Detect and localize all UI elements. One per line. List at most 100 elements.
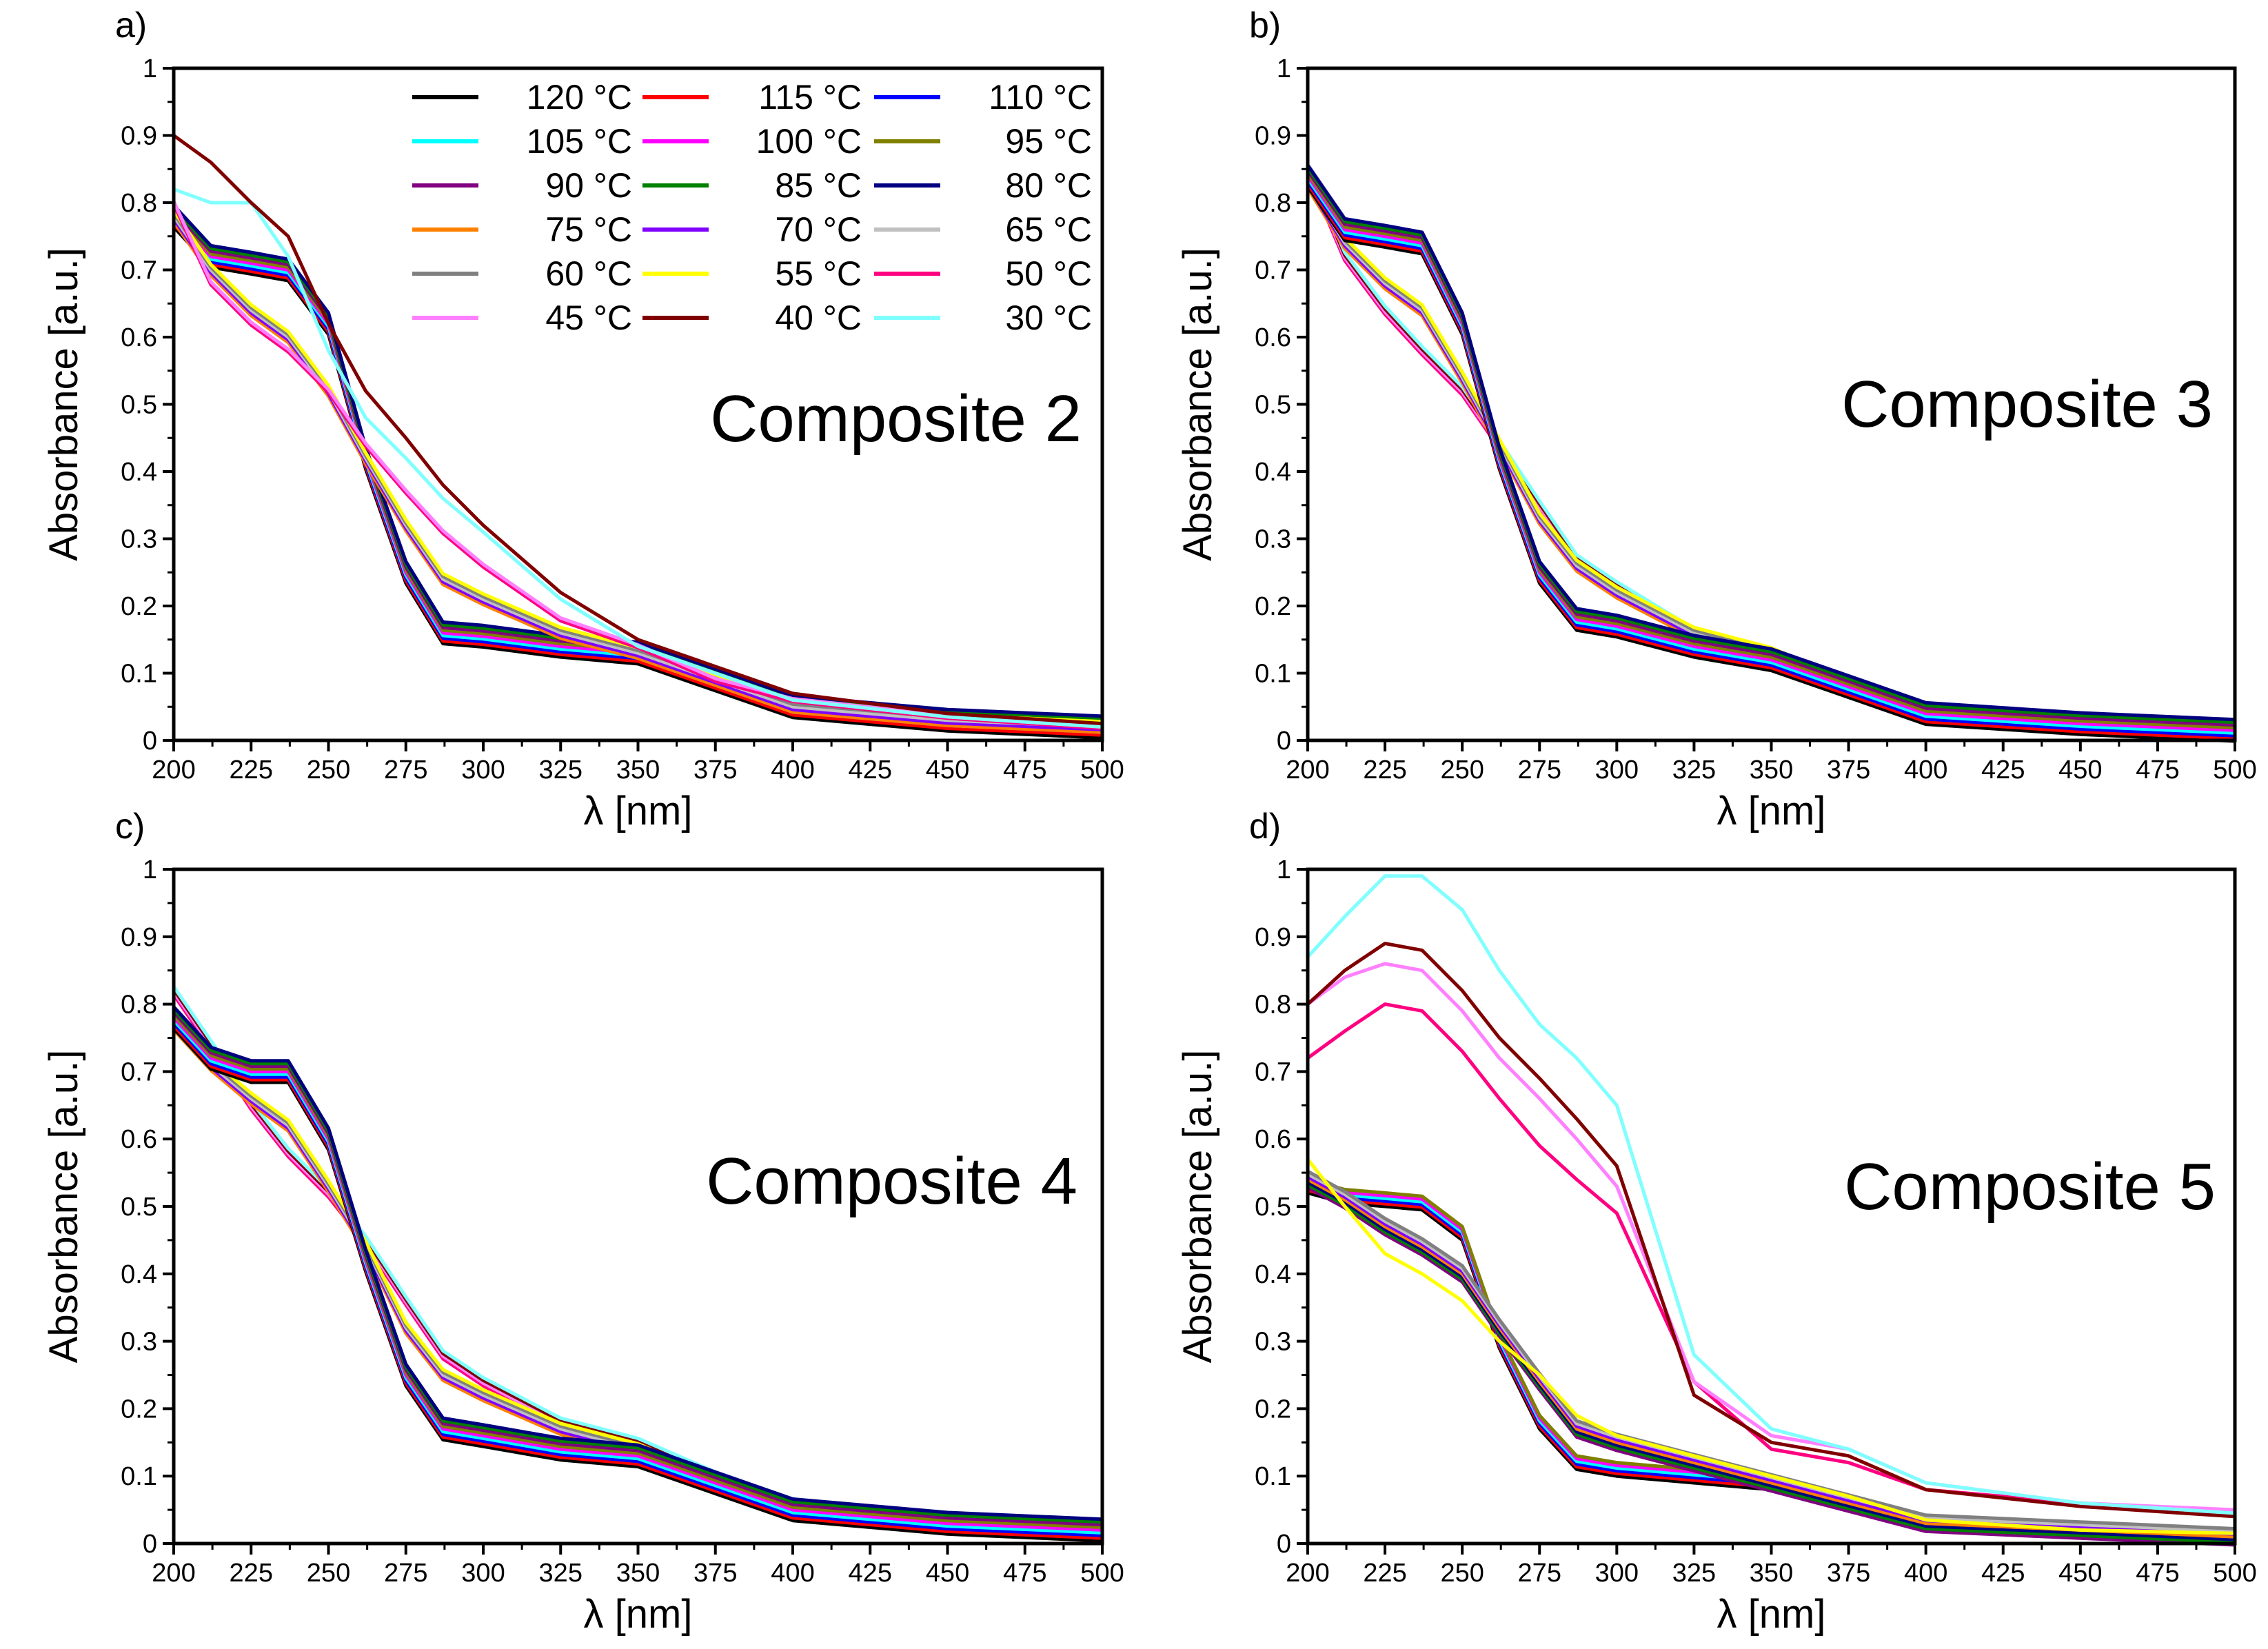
legend-label: 65 °C [1005,210,1092,249]
x-tick-label: 250 [307,756,350,785]
series-line-120C [172,1027,1103,1543]
legend-label: 95 °C [1005,122,1092,161]
panel-label: d) [1249,807,1281,847]
y-tick-label: 0.9 [121,122,157,151]
x-tick-label: 425 [1981,1559,2025,1588]
x-tick-label: 300 [1595,756,1639,785]
series-group [1306,163,2236,743]
y-tick-label: 0.1 [121,1462,157,1491]
x-tick-label: 425 [1981,756,2025,785]
y-tick-label: 0.2 [1255,592,1291,621]
series-line-90C [172,1011,1103,1527]
series-line-90C [1306,169,2236,727]
series-group [1306,874,2236,1547]
y-tick-label: 0.4 [121,1260,157,1289]
y-tick-label: 0.2 [121,1395,157,1424]
series-line-120C [1306,185,2236,743]
legend-item: 80 °C [874,166,1092,205]
legend-item: 100 °C [642,122,862,161]
x-tick-label: 450 [926,1559,969,1588]
x-tick-label: 350 [616,1559,660,1588]
panel-b: 200 225 250 275 300 325 350 375 400 425 450 475 500 0… [1175,6,2257,833]
x-tick-label: 375 [1827,1559,1870,1588]
y-tick-label: 0.8 [121,991,157,1020]
legend-label: 75 °C [545,210,632,249]
series-line-115C [1306,183,2236,740]
series-group [172,985,1103,1543]
x-tick-label: 275 [384,1559,427,1588]
legend-item: 65 °C [874,210,1092,249]
legend-item: 120 °C [412,78,632,117]
x-tick-label: 200 [1286,756,1329,785]
x-tick-label: 500 [1080,1559,1124,1588]
y-tick-label: 0.5 [1255,391,1291,420]
series-line-40C [1306,167,2236,731]
legend-label: 55 °C [775,254,862,293]
series-line-80C [172,1005,1103,1521]
series-line-115C [172,223,1103,737]
x-tick-label: 300 [1595,1559,1639,1588]
y-tick-label: 0.5 [1255,1193,1291,1222]
x-tick-label: 200 [152,756,195,785]
legend-label: 120 °C [527,78,632,117]
series-line-80C [172,204,1103,718]
series-line-100C [172,1016,1103,1532]
panel-label: a) [115,6,147,45]
x-tick-label: 250 [1440,756,1484,785]
series-line-40C [1306,942,2236,1519]
y-axis-title: Absorbance [a.u.] [41,247,86,561]
y-tick-label: 0.7 [1255,256,1291,285]
x-tick-label: 375 [693,756,737,785]
y-tick-label: 0.3 [121,525,157,554]
legend-label: 50 °C [1005,254,1092,293]
x-tick-label: 400 [771,1559,814,1588]
legend-item: 70 °C [642,210,862,249]
y-tick-label: 1 [143,856,157,884]
x-tick-label: 475 [2136,756,2179,785]
series-line-30C [173,188,1103,729]
legend-label: 115 °C [758,78,862,117]
series-line-115C [172,1024,1103,1540]
panel-c: 200 225 250 275 300 325 350 375 400 425 450 475 500 0… [41,807,1124,1637]
legend-label: 90 °C [545,166,632,205]
series-line-65C [172,215,1103,729]
series-line-60C [1306,179,2236,729]
x-tick-label: 275 [1518,756,1561,785]
x-tick-label: 450 [926,756,969,785]
y-tick-label: 0.7 [121,1058,157,1086]
x-tick-label: 225 [230,1559,273,1588]
x-tick-label: 250 [307,1559,350,1588]
x-tick-label: 225 [1363,1559,1406,1588]
panel-title: Composite 4 [706,1144,1077,1218]
legend-item: 30 °C [874,299,1092,337]
y-tick-label: 0.1 [121,660,157,689]
series-line-85C [1306,1183,2236,1544]
series-line-75C [172,220,1103,734]
y-tick-label: 0.4 [1255,1260,1291,1289]
series-line-95C [1306,172,2236,729]
series-line-110C [172,1022,1103,1537]
legend-item: 45 °C [412,299,632,337]
y-tick-label: 0.8 [1255,189,1291,218]
legend-label: 105 °C [527,122,632,161]
x-tick-label: 200 [1286,1559,1329,1588]
y-tick-label: 0.3 [1255,1328,1291,1357]
x-tick-label: 225 [230,756,273,785]
y-tick-label: 0.2 [121,592,157,621]
y-tick-label: 1 [1277,54,1291,83]
legend-item: 110 °C [874,78,1092,117]
y-tick-label: 0.6 [1255,1125,1291,1154]
series-line-85C [172,1008,1103,1524]
x-tick-label: 325 [539,1559,583,1588]
x-tick-label: 350 [1750,756,1793,785]
panel-d: 200 225 250 275 300 325 350 375 400 425 450 475 500 0… [1175,807,2257,1637]
series-line-90C [1306,1186,2236,1547]
y-axis-title: Absorbance [a.u.] [1175,247,1220,561]
y-tick-label: 0.3 [1255,525,1291,554]
y-tick-label: 0 [1277,727,1291,756]
series-line-85C [1306,166,2236,725]
y-tick-label: 0.9 [1255,923,1291,952]
series-line-100C [1306,174,2236,732]
series-line-30C [1306,874,2236,1515]
